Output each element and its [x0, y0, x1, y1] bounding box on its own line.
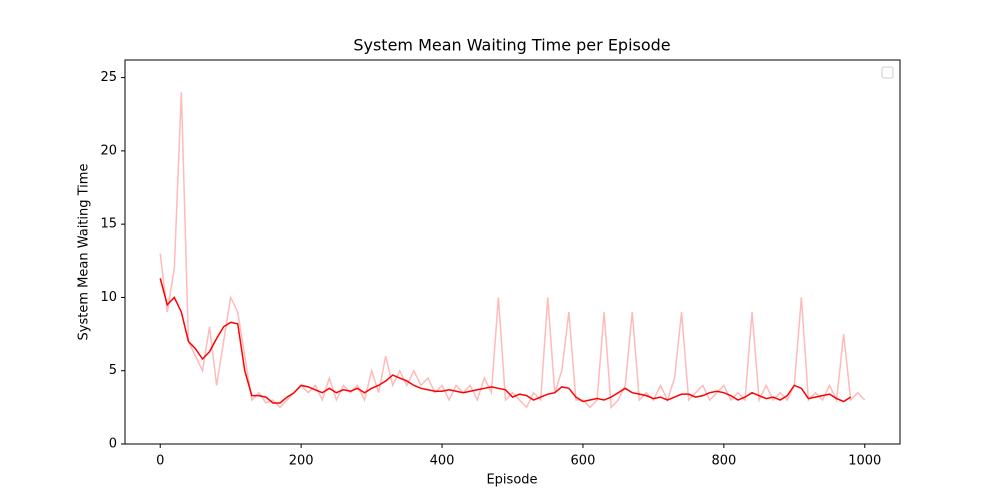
y-tick-label: 10	[100, 290, 117, 305]
x-tick-label: 400	[430, 454, 455, 469]
legend	[881, 66, 894, 79]
x-axis-label: Episode	[486, 473, 537, 488]
x-tick-label: 200	[289, 454, 314, 469]
y-tick-label: 15	[100, 217, 117, 232]
plot-area	[159, 92, 866, 410]
y-tick-label: 5	[109, 363, 117, 378]
x-tick-label: 0	[156, 454, 164, 469]
y-axis-label: System Mean Waiting Time	[77, 164, 92, 341]
chart-title: System Mean Waiting Time per Episode	[353, 36, 670, 55]
series-line	[159, 278, 852, 404]
axes-frame	[124, 59, 901, 445]
series-line	[159, 92, 866, 410]
x-tick-label: 600	[571, 454, 596, 469]
y-tick-label: 0	[109, 437, 117, 452]
y-tick-label: 25	[100, 70, 117, 85]
x-tick-label: 800	[711, 454, 736, 469]
y-tick-label: 20	[100, 143, 117, 158]
x-tick-label: 1000	[848, 454, 881, 469]
